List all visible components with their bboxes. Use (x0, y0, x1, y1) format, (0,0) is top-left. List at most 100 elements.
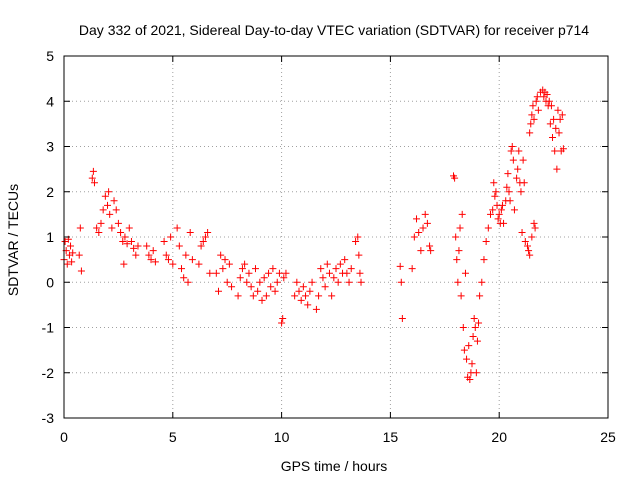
data-point (125, 224, 133, 232)
data-point (459, 324, 467, 331)
data-point (186, 228, 194, 236)
data-point (97, 219, 105, 227)
axis-ticks (63, 55, 609, 419)
x-tick-label: 0 (60, 429, 68, 445)
data-point (221, 256, 229, 264)
data-point (473, 337, 481, 345)
data-point (238, 265, 246, 273)
data-point (199, 238, 207, 246)
data-point (419, 224, 427, 232)
data-point (101, 192, 109, 200)
data-point (551, 147, 559, 155)
data-point (89, 167, 97, 175)
data-point (357, 278, 365, 286)
data-point (243, 278, 251, 286)
data-point (520, 179, 528, 187)
data-point (201, 233, 209, 241)
data-point (549, 133, 557, 141)
y-tick-label: 4 (46, 93, 54, 109)
data-point (458, 210, 466, 218)
data-point (531, 224, 539, 232)
data-point (302, 292, 310, 300)
data-point (555, 129, 563, 137)
data-point (206, 269, 214, 277)
data-point (123, 240, 131, 248)
data-point (526, 251, 534, 259)
data-point (500, 219, 508, 227)
y-axis-label: SDTVAR / TECUs (5, 184, 21, 296)
data-point (530, 219, 538, 227)
data-point (247, 283, 255, 291)
data-point (356, 269, 364, 277)
data-point (460, 346, 468, 354)
data-point (182, 251, 190, 259)
data-point (413, 215, 421, 223)
data-point (528, 111, 536, 119)
data-point (478, 278, 486, 286)
data-point (75, 251, 83, 259)
data-point (466, 376, 474, 384)
data-point (472, 369, 480, 377)
data-point (482, 238, 490, 246)
data-point (355, 251, 363, 259)
data-point (68, 258, 76, 266)
data-point (559, 145, 567, 153)
data-point (528, 233, 536, 241)
data-point (521, 238, 529, 246)
data-point (317, 265, 325, 273)
x-axis-label: GPS time / hours (281, 458, 388, 474)
data-point (223, 278, 231, 286)
x-tick-label: 20 (491, 429, 507, 445)
y-tick-label: 1 (46, 229, 54, 245)
x-tick-label: 5 (169, 429, 177, 445)
data-point (398, 314, 406, 322)
data-point (507, 147, 515, 155)
data-point (550, 115, 558, 123)
data-point (352, 238, 360, 246)
data-point (527, 120, 535, 128)
data-point (306, 287, 314, 295)
data-point (197, 242, 205, 250)
data-point (169, 260, 177, 268)
data-point (506, 197, 514, 205)
data-point (552, 124, 560, 132)
data-point (299, 283, 307, 291)
data-point (63, 260, 71, 268)
x-tick-label: 10 (274, 429, 290, 445)
data-point (504, 170, 512, 178)
data-point (475, 319, 483, 327)
data-point (498, 201, 506, 209)
chart-title: Day 332 of 2021, Sidereal Day-to-day VTE… (79, 22, 589, 38)
data-point (293, 278, 301, 286)
data-point (249, 292, 257, 300)
data-point (497, 206, 505, 214)
data-point (127, 238, 135, 246)
data-point (212, 269, 220, 277)
data-point (143, 242, 151, 250)
tick-labels: 0 5 10 15 20 25 -3 -2 -1 0 1 2 3 4 5 (42, 48, 616, 445)
data-point (104, 201, 112, 209)
y-tick-label: 0 (46, 274, 54, 290)
data-point (341, 256, 349, 264)
data-point (88, 174, 96, 182)
data-point (421, 210, 429, 218)
data-point (476, 292, 484, 300)
data-point (423, 219, 431, 227)
y-tick-label: -2 (42, 365, 55, 381)
data-point (495, 210, 503, 218)
data-point (526, 129, 534, 137)
data-point (330, 274, 338, 282)
data-point (279, 314, 287, 322)
y-tick-label: -3 (42, 410, 55, 426)
data-point (451, 174, 459, 182)
data-point (254, 287, 262, 295)
data-point (312, 305, 320, 313)
y-tick-label: 2 (46, 184, 54, 200)
data-point (453, 256, 461, 264)
data-point (164, 256, 172, 264)
data-point (509, 156, 517, 164)
data-point (454, 278, 462, 286)
data-point (510, 206, 518, 214)
data-point (315, 292, 323, 300)
data-point (503, 183, 511, 191)
